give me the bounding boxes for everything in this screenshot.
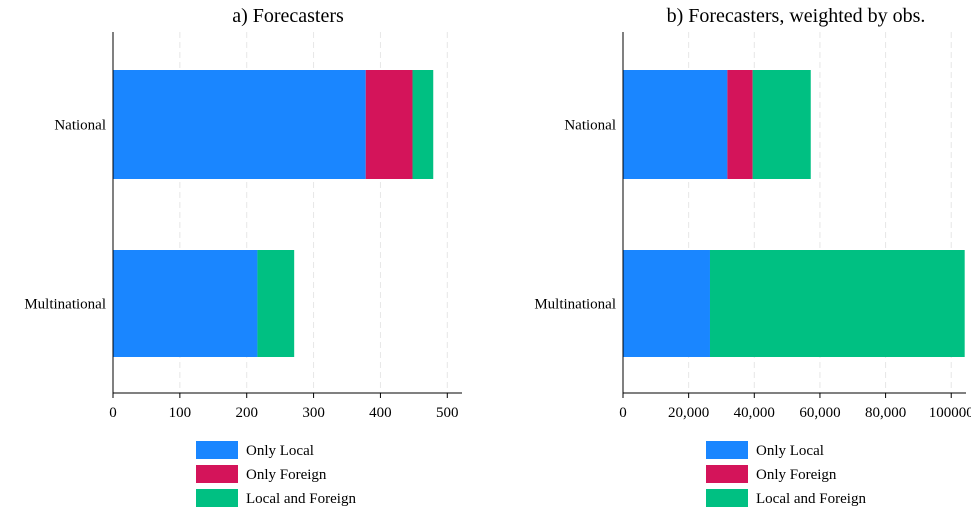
panel-1-legend-swatch-1 xyxy=(196,441,238,459)
panel-2-x-tick-label-0: 0 xyxy=(619,405,627,421)
panel-1-category-label-2: Multinational xyxy=(24,297,106,313)
panel-1-x-tick-label-5: 500 xyxy=(436,405,459,421)
panel-2-x-tick-label-3: 60,000 xyxy=(799,405,840,421)
panel-1-bar-multinational-3 xyxy=(257,250,295,357)
panel-1-bar-national-3 xyxy=(412,70,434,179)
panel-1-x-tick-label-2: 200 xyxy=(235,405,258,421)
panel-1-legend-label-3: Local and Foreign xyxy=(246,491,356,507)
panel-1-legend-label-1: Only Local xyxy=(246,443,314,459)
panel-2-category-label-1: National xyxy=(564,118,616,134)
panel-2-legend-swatch-2 xyxy=(706,465,748,483)
panel-1-legend-swatch-3 xyxy=(196,489,238,507)
panel-2-legend-label-3: Local and Foreign xyxy=(756,491,866,507)
panel-2-bar-national-2 xyxy=(727,70,753,179)
panel-2-legend-label-2: Only Foreign xyxy=(756,467,837,483)
panel-1-x-tick-label-0: 0 xyxy=(109,405,117,421)
panel-2-bar-national-3 xyxy=(752,70,811,179)
panel-2-bar-multinational-3 xyxy=(709,250,965,357)
panel-1-x-tick-label-4: 400 xyxy=(369,405,392,421)
panel-2-title: b) Forecasters, weighted by obs. xyxy=(667,5,926,27)
panel-1-title: a) Forecasters xyxy=(232,5,344,27)
panel-2-legend-swatch-1 xyxy=(706,441,748,459)
panel-1-category-label-1: National xyxy=(54,118,106,134)
panel-1-bar-national-2 xyxy=(365,70,413,179)
panel-2-bar-national-1 xyxy=(623,70,728,179)
panel-2-bar-multinational-1 xyxy=(623,250,710,357)
panel-2-category-label-2: Multinational xyxy=(534,297,616,313)
panel-1-x-tick-label-3: 300 xyxy=(302,405,325,421)
panel-1-legend-swatch-2 xyxy=(196,465,238,483)
panel-2-x-tick-label-1: 20,000 xyxy=(668,405,709,421)
panel-2-x-tick-label-4: 80,000 xyxy=(865,405,906,421)
panel-1-x-tick-label-1: 100 xyxy=(169,405,192,421)
panel-2-legend-label-1: Only Local xyxy=(756,443,824,459)
panel-1-bar-multinational-1 xyxy=(113,250,258,357)
panel-2-x-tick-label-5: 100000 xyxy=(929,405,971,421)
panel-1-bar-national-1 xyxy=(113,70,366,179)
panel-2-x-tick-label-2: 40,000 xyxy=(734,405,775,421)
panel-2-legend-swatch-3 xyxy=(706,489,748,507)
panel-1-legend-label-2: Only Foreign xyxy=(246,467,327,483)
